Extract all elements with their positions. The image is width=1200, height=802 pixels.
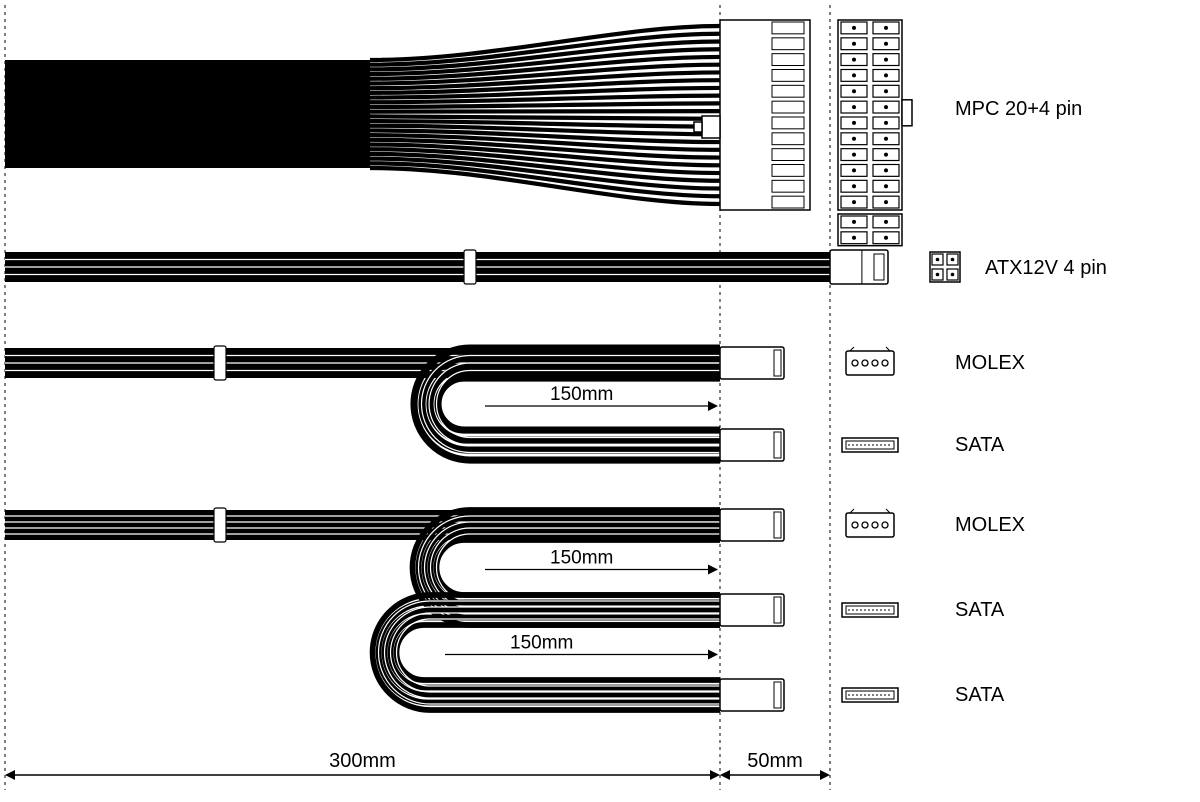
connector-side <box>720 594 784 626</box>
cable <box>5 252 830 282</box>
sata-label: SATA <box>955 599 1005 621</box>
loop-label: 150mm <box>510 633 573 654</box>
loop-label: 150mm <box>550 548 613 569</box>
atx-label: ATX12V 4 pin <box>985 257 1107 279</box>
atx-connector-side <box>830 250 888 284</box>
sata-label: SATA <box>955 684 1005 706</box>
sata-icon <box>842 688 898 702</box>
molex-icon <box>846 347 894 375</box>
connector-side <box>720 509 784 541</box>
molex-label: MOLEX <box>955 352 1025 374</box>
connector-side <box>720 679 784 711</box>
sata-icon <box>842 438 898 452</box>
loop-label: 150mm <box>550 384 613 405</box>
dimension-label: 50mm <box>747 750 803 772</box>
sata-icon <box>842 603 898 617</box>
atx-connector-front <box>930 252 960 282</box>
molex-label: MOLEX <box>955 514 1025 536</box>
sata-label: SATA <box>955 434 1005 456</box>
cable-tie <box>214 508 226 542</box>
cable-tie <box>464 250 476 284</box>
cable-tie <box>214 346 226 380</box>
mpc-sleeve <box>5 60 370 168</box>
connector-side <box>720 429 784 461</box>
dimension-label: 300mm <box>329 750 396 772</box>
connector-side <box>720 347 784 379</box>
molex-icon <box>846 509 894 537</box>
mpc-label: MPC 20+4 pin <box>955 98 1082 120</box>
